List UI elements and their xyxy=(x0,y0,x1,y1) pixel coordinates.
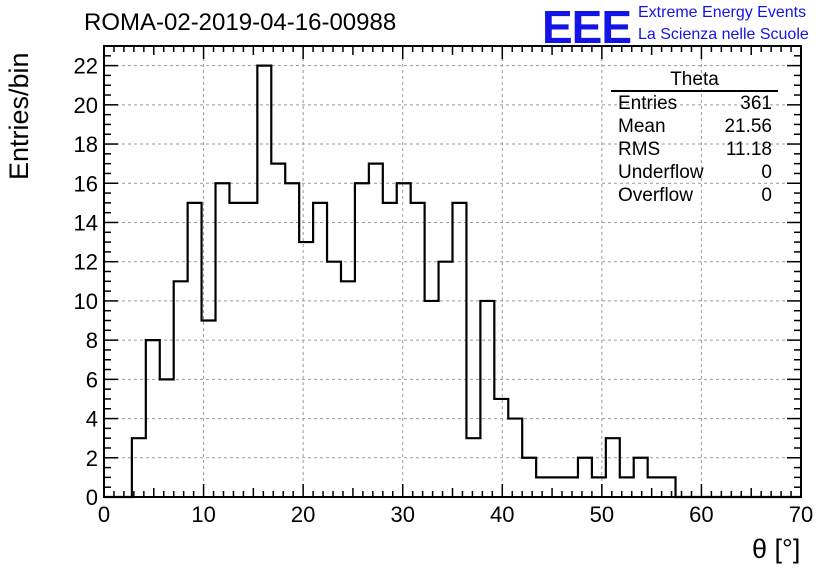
y-tick-label: 2 xyxy=(86,446,98,471)
y-tick-label: 4 xyxy=(86,407,98,432)
stats-row-rms: RMS 11.18 xyxy=(611,138,778,161)
y-tick-label: 18 xyxy=(74,132,98,157)
histogram-bin xyxy=(174,281,188,497)
histogram-bin xyxy=(480,301,494,497)
stats-value: 361 xyxy=(740,93,772,114)
stats-row-overflow: Overflow 0 xyxy=(611,184,778,207)
y-tick-label: 0 xyxy=(86,485,98,510)
stats-label: Entries xyxy=(618,93,678,114)
histogram-bin xyxy=(439,262,453,497)
y-tick-label: 14 xyxy=(74,210,98,235)
histogram-bin xyxy=(662,477,676,497)
histogram-bin xyxy=(285,183,299,497)
histogram-bin xyxy=(313,203,327,497)
histogram-series xyxy=(104,64,801,499)
histogram-bin xyxy=(160,379,174,497)
x-tick-label: 70 xyxy=(789,502,813,527)
stats-row-entries: Entries 361 xyxy=(611,92,778,115)
stats-value: 0 xyxy=(761,185,772,206)
histogram-bin xyxy=(257,66,271,497)
y-tick-label: 12 xyxy=(74,250,98,275)
logo-line-2: La Scienza nelle Scuole xyxy=(638,26,809,43)
histogram-bin xyxy=(383,203,397,497)
y-tick-label: 10 xyxy=(74,289,98,314)
tick-labels: 0 10 20 30 40 50 60 70 0 2 4 6 8 10 12 14 16 18 20 22 xyxy=(74,54,814,527)
histogram-bin xyxy=(508,419,522,497)
stats-label: Mean xyxy=(618,116,666,137)
histogram-bin xyxy=(146,340,160,497)
histogram-bin xyxy=(634,458,648,497)
chart-title: ROMA-02-2019-04-16-00988 xyxy=(84,9,397,36)
logo-line-1: Extreme Energy Events xyxy=(638,4,807,21)
histogram-bin xyxy=(369,164,383,497)
histogram-bin xyxy=(411,203,425,497)
histogram-bin xyxy=(648,477,662,497)
histogram-bin xyxy=(522,458,536,497)
histogram-bin xyxy=(397,183,411,497)
y-tick-label: 20 xyxy=(74,93,98,118)
histogram-bin xyxy=(606,438,620,497)
histogram-bin xyxy=(132,438,146,497)
histogram-bin xyxy=(202,321,216,497)
stats-value: 0 xyxy=(761,162,772,183)
stats-label: Overflow xyxy=(618,185,693,206)
x-tick-label: 60 xyxy=(689,502,713,527)
histogram-bin xyxy=(327,262,341,497)
x-tick-label: 30 xyxy=(390,502,414,527)
y-axis-label: Entries/bin xyxy=(4,52,34,180)
x-tick-label: 40 xyxy=(490,502,514,527)
histogram-bin xyxy=(188,203,202,497)
histogram-bin xyxy=(271,164,285,497)
histogram-bin xyxy=(564,477,578,497)
histogram-bin xyxy=(355,183,369,497)
stats-value: 21.56 xyxy=(724,116,772,137)
histogram-bin xyxy=(299,242,313,497)
stats-row-mean: Mean 21.56 xyxy=(611,115,778,138)
histogram-bin xyxy=(578,458,592,497)
x-axis-label: θ [°] xyxy=(752,534,801,564)
stats-label: Underflow xyxy=(618,162,704,183)
x-tick-label: 10 xyxy=(191,502,215,527)
histogram-bin xyxy=(216,183,230,497)
y-tick-label: 6 xyxy=(86,367,98,392)
histogram-bin xyxy=(592,477,606,497)
histogram-bin xyxy=(536,477,550,497)
histogram-bin xyxy=(494,399,508,497)
x-tick-label: 50 xyxy=(590,502,614,527)
stats-label: RMS xyxy=(618,139,661,160)
x-tick-label: 20 xyxy=(291,502,315,527)
stats-title: Theta xyxy=(611,70,778,92)
x-tick-label: 0 xyxy=(98,502,110,527)
histogram-bin xyxy=(243,203,257,497)
stats-row-underflow: Underflow 0 xyxy=(611,161,778,184)
y-tick-label: 8 xyxy=(86,328,98,353)
stats-box: Theta Entries 361 Mean 21.56 RMS 11.18 U… xyxy=(611,70,778,207)
tick-marks xyxy=(103,45,802,498)
stats-value: 11.18 xyxy=(725,139,772,160)
histogram-line xyxy=(104,64,801,499)
y-tick-label: 16 xyxy=(74,171,98,196)
y-tick-label: 22 xyxy=(74,54,98,79)
histogram-bin xyxy=(466,438,480,497)
histogram-bin xyxy=(425,301,439,497)
histogram-bin xyxy=(341,281,355,497)
histogram-bin xyxy=(229,203,243,497)
eee-logo: EEE xyxy=(542,1,632,53)
histogram-bin xyxy=(453,203,467,497)
